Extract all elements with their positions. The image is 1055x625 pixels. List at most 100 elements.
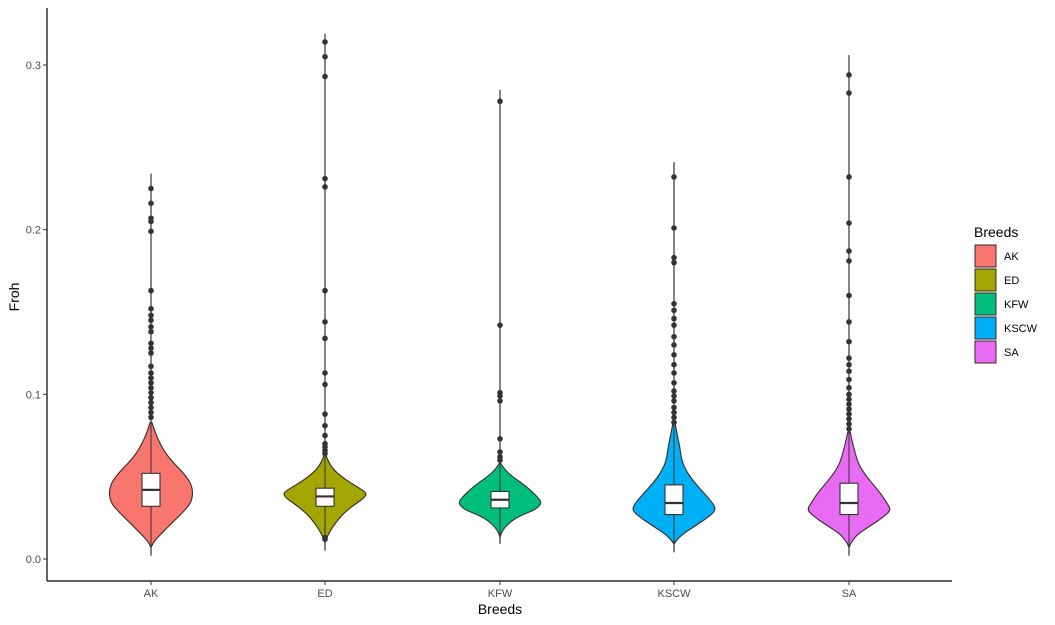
outlier-point [671, 307, 677, 314]
outlier-point [846, 338, 852, 345]
legend-item-ed: ED [974, 268, 1019, 292]
outlier-point [322, 422, 328, 429]
outlier-point [846, 426, 852, 432]
outlier-point [671, 419, 677, 426]
outlier-point [148, 389, 154, 396]
outlier-point [846, 391, 852, 398]
outlier-point [671, 370, 677, 376]
outlier-point [671, 352, 677, 358]
outlier-point [497, 398, 503, 404]
x-tick-label-sa: SA [842, 588, 857, 600]
outlier-point [148, 312, 154, 319]
outlier-point [322, 536, 328, 543]
outlier-point [322, 175, 328, 182]
y-axis-ticks: 0.0 0.1 0.2 0.3 [26, 60, 47, 566]
outlier-point [497, 322, 503, 328]
outlier-point [148, 340, 154, 347]
violin-ak [108, 173, 194, 556]
outlier-point [148, 324, 154, 330]
outlier-point [148, 363, 154, 370]
outlier-point [846, 292, 852, 299]
outlier-point [322, 370, 328, 376]
outlier-point [497, 98, 503, 105]
outlier-point [148, 328, 154, 335]
outlier-point [322, 39, 328, 45]
x-axis-ticks: AK ED KFW KSCW SA [144, 581, 857, 600]
outlier-point [671, 361, 677, 368]
x-tick-label-kfw: KFW [488, 588, 513, 600]
outlier-point [671, 174, 677, 180]
outlier-point [846, 258, 852, 264]
y-tick-label: 0.0 [26, 554, 41, 566]
outlier-point [148, 380, 154, 386]
outlier-point [846, 248, 852, 254]
outlier-point [148, 350, 154, 356]
axes: 0.0 0.1 0.2 0.3 AK ED KFW KSCW SA Breeds Froh [6, 8, 952, 617]
box-iqr [664, 484, 684, 516]
outlier-point [148, 305, 154, 312]
legend-swatch [974, 244, 997, 268]
outlier-point [148, 370, 154, 376]
outlier-point [148, 404, 154, 411]
outlier-point [846, 421, 852, 427]
outlier-point [846, 355, 852, 361]
x-tick-label-ed: ED [317, 588, 332, 600]
outlier-point [846, 90, 852, 96]
outlier-point [148, 399, 154, 406]
outlier-point [322, 73, 328, 80]
outlier-point [148, 185, 154, 192]
legend-label: KFW [1004, 299, 1029, 311]
outlier-point [148, 375, 154, 381]
outlier-point [148, 228, 154, 235]
outlier-point [671, 409, 677, 416]
legend-swatch [974, 268, 997, 292]
outlier-point [322, 287, 328, 294]
legend-item-ak: AK [974, 244, 1019, 268]
outlier-point [671, 322, 677, 328]
legend-label: KSCW [1004, 323, 1038, 335]
outlier-point [497, 449, 503, 455]
outlier-point [671, 404, 677, 411]
outlier-point [322, 184, 328, 190]
outlier-point [671, 254, 677, 261]
violin-layer [108, 33, 891, 556]
outlier-point [148, 287, 154, 294]
outlier-point [846, 384, 852, 391]
x-tick-label-ak: AK [144, 588, 159, 600]
outlier-point [497, 435, 503, 442]
violin-ed [283, 33, 367, 551]
outlier-point [846, 368, 852, 375]
outlier-point [148, 200, 154, 207]
outlier-point [497, 457, 503, 464]
outlier-point [148, 345, 154, 352]
outlier-point [846, 174, 852, 180]
x-tick-label-kscw: KSCW [658, 588, 692, 600]
outlier-point [671, 414, 677, 421]
outlier-point [148, 409, 154, 416]
outlier-point [846, 72, 852, 78]
outlier-point [846, 411, 852, 417]
outlier-point [671, 388, 677, 394]
outlier-point [322, 319, 328, 325]
legend-label: ED [1004, 275, 1019, 287]
y-tick-label: 0.1 [26, 389, 41, 401]
legend-swatch [974, 316, 997, 340]
outlier-point [671, 225, 677, 231]
outlier-point [148, 394, 154, 401]
violin-kfw [458, 89, 542, 545]
outlier-point [148, 414, 154, 421]
y-axis-title: Froh [6, 283, 22, 312]
x-axis-title: Breeds [478, 601, 522, 617]
outlier-point [846, 361, 852, 368]
outlier-point [671, 342, 677, 348]
y-tick-label: 0.2 [26, 225, 41, 237]
outlier-point [846, 401, 852, 408]
legend-swatch [974, 292, 997, 316]
outlier-point [846, 319, 852, 325]
legend-swatch [974, 340, 997, 364]
outlier-point [671, 300, 677, 307]
box-iqr [839, 482, 859, 516]
violin-sa [807, 55, 891, 556]
outlier-point [322, 53, 328, 60]
